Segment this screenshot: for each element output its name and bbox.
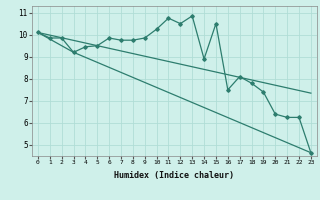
X-axis label: Humidex (Indice chaleur): Humidex (Indice chaleur) (115, 171, 234, 180)
